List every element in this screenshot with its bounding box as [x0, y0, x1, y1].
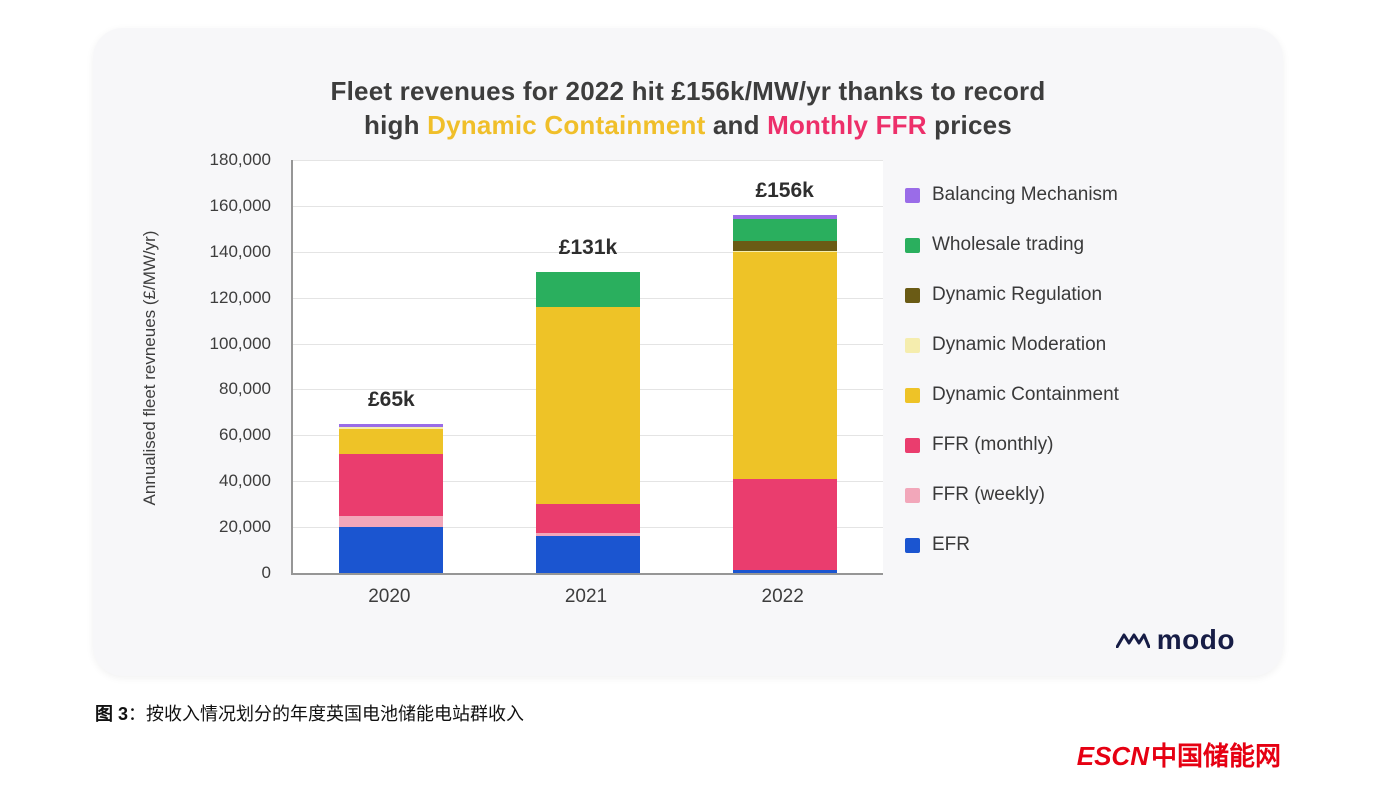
chart-title-line1: Fleet revenues for 2022 hit £156k/MW/yr … — [93, 74, 1283, 108]
legend-item-dynamic-moderation: Dynamic Moderation — [905, 334, 1119, 356]
legend-label: FFR (monthly) — [932, 434, 1054, 455]
legend-swatch — [905, 287, 920, 303]
bar-segment-dynamic-containment — [536, 306, 640, 505]
bar-2020 — [339, 423, 444, 573]
bar-segment-ffr-weekly — [536, 532, 640, 537]
bar-total-label: £131k — [558, 236, 618, 260]
legend-swatch — [905, 337, 920, 353]
x-axis-labels: 2020 2021 2022 — [291, 586, 883, 616]
y-tick-label: 160,000 — [209, 195, 271, 215]
bar-segment-dynamic-containment — [339, 429, 444, 454]
bar-2021 — [536, 272, 640, 573]
y-tick-label: 20,000 — [219, 517, 271, 537]
bar-segment-wholesale-trading — [536, 272, 640, 307]
bar-segment-balancing-mechanism — [339, 423, 444, 428]
legend-item-dynamic-regulation: Dynamic Regulation — [905, 284, 1119, 306]
legend-swatch — [905, 437, 920, 453]
legend-label: Dynamic Regulation — [932, 284, 1103, 305]
y-tick-label: 60,000 — [219, 425, 271, 445]
legend-label: Wholesale trading — [932, 234, 1085, 255]
bar-total-label: £156k — [755, 179, 814, 203]
modo-mountains-icon — [1115, 633, 1150, 648]
bar-segment-efr — [536, 536, 640, 573]
y-tick-label: 120,000 — [209, 287, 271, 307]
legend-label: FFR (weekly) — [932, 484, 1045, 505]
y-axis-ticks: 180,000 160,000 140,000 120,000 100,000 80,00… — [153, 150, 281, 582]
bar-2022 — [732, 215, 837, 573]
bar-segment-wholesale-trading — [732, 218, 837, 242]
plot-area: £65k £131k £156k — [291, 160, 883, 575]
title-monthly-ffr: Monthly FFR — [767, 110, 927, 141]
bar-segment-dynamic-regulation — [732, 241, 837, 251]
chart-title: Fleet revenues for 2022 hit £156k/MW/yr … — [93, 74, 1283, 143]
bar-segment-dynamic-moderation — [732, 250, 837, 252]
title-dynamic-containment: Dynamic Containment — [427, 110, 706, 141]
bar-segment-ffr-monthly — [732, 478, 837, 570]
bar-segment-ffr-monthly — [536, 504, 640, 533]
legend-swatch — [905, 187, 920, 203]
legend-item-ffr-monthly: FFR (monthly) — [905, 434, 1119, 456]
escn-watermark-cn: 中国储能网 — [1150, 741, 1281, 771]
legend-swatch — [905, 387, 920, 403]
gridline — [293, 160, 883, 161]
figure-caption-number: 图 3 — [95, 704, 129, 724]
bar-segment-balancing-mechanism — [732, 215, 837, 219]
y-tick-label: 40,000 — [219, 471, 271, 491]
bar-segment-dynamic-containment — [732, 251, 837, 479]
figure-caption-text: ：按收入情况划分的年度英国电池储能电站群收入 — [128, 704, 525, 724]
x-tick-label: 2020 — [368, 586, 411, 607]
legend-item-wholesale-trading: Wholesale trading — [905, 234, 1119, 256]
bar-segment-efr — [732, 569, 837, 573]
y-tick-label: 0 — [261, 563, 271, 582]
figure-caption: 图 3：按收入情况划分的年度英国电池储能电站群收入 — [95, 700, 524, 726]
legend-swatch — [905, 237, 920, 253]
legend-label: Dynamic Moderation — [932, 334, 1107, 355]
x-tick-label: 2021 — [564, 586, 608, 607]
chart-card: Fleet revenues for 2022 hit £156k/MW/yr … — [93, 28, 1283, 676]
legend-label: EFR — [932, 534, 970, 555]
title-text-3: and — [705, 110, 768, 141]
y-tick-label: 100,000 — [209, 333, 271, 353]
legend: Balancing Mechanism Wholesale trading Dyna… — [905, 184, 1119, 556]
legend-label: Balancing Mechanism — [932, 184, 1118, 205]
escn-watermark-en: ESCN — [1076, 741, 1149, 771]
y-tick-label: 140,000 — [209, 241, 271, 261]
legend-item-ffr-weekly: FFR (weekly) — [905, 484, 1119, 506]
legend-item-efr: EFR — [905, 534, 1119, 556]
legend-swatch — [905, 537, 920, 553]
modo-logo: modo — [1115, 624, 1235, 656]
escn-watermark: ESCN中国储能网 — [1077, 736, 1281, 773]
legend-swatch — [905, 487, 920, 503]
y-tick-label: 80,000 — [219, 379, 271, 399]
bar-segment-dynamic-moderation — [339, 427, 444, 430]
legend-item-dynamic-containment: Dynamic Containment — [905, 384, 1119, 406]
bar-segment-efr — [339, 527, 444, 573]
gridline — [293, 205, 883, 207]
bar-segment-ffr-monthly — [339, 453, 444, 516]
modo-logo-text: modo — [1156, 624, 1235, 655]
bar-total-label: £65k — [367, 387, 415, 411]
x-tick-label: 2022 — [761, 586, 804, 607]
title-text-1: Fleet revenues for 2022 hit £156k/MW/yr … — [330, 76, 1046, 106]
title-text-4: prices — [926, 110, 1012, 141]
chart-title-line2: high Dynamic Containment and Monthly FFR… — [93, 108, 1283, 142]
title-text-2: high — [364, 110, 428, 141]
legend-item-balancing-mechanism: Balancing Mechanism — [905, 184, 1119, 206]
gridline — [293, 251, 883, 253]
bar-segment-ffr-weekly — [339, 515, 444, 528]
legend-label: Dynamic Containment — [932, 384, 1119, 405]
y-tick-label: 180,000 — [209, 150, 271, 169]
